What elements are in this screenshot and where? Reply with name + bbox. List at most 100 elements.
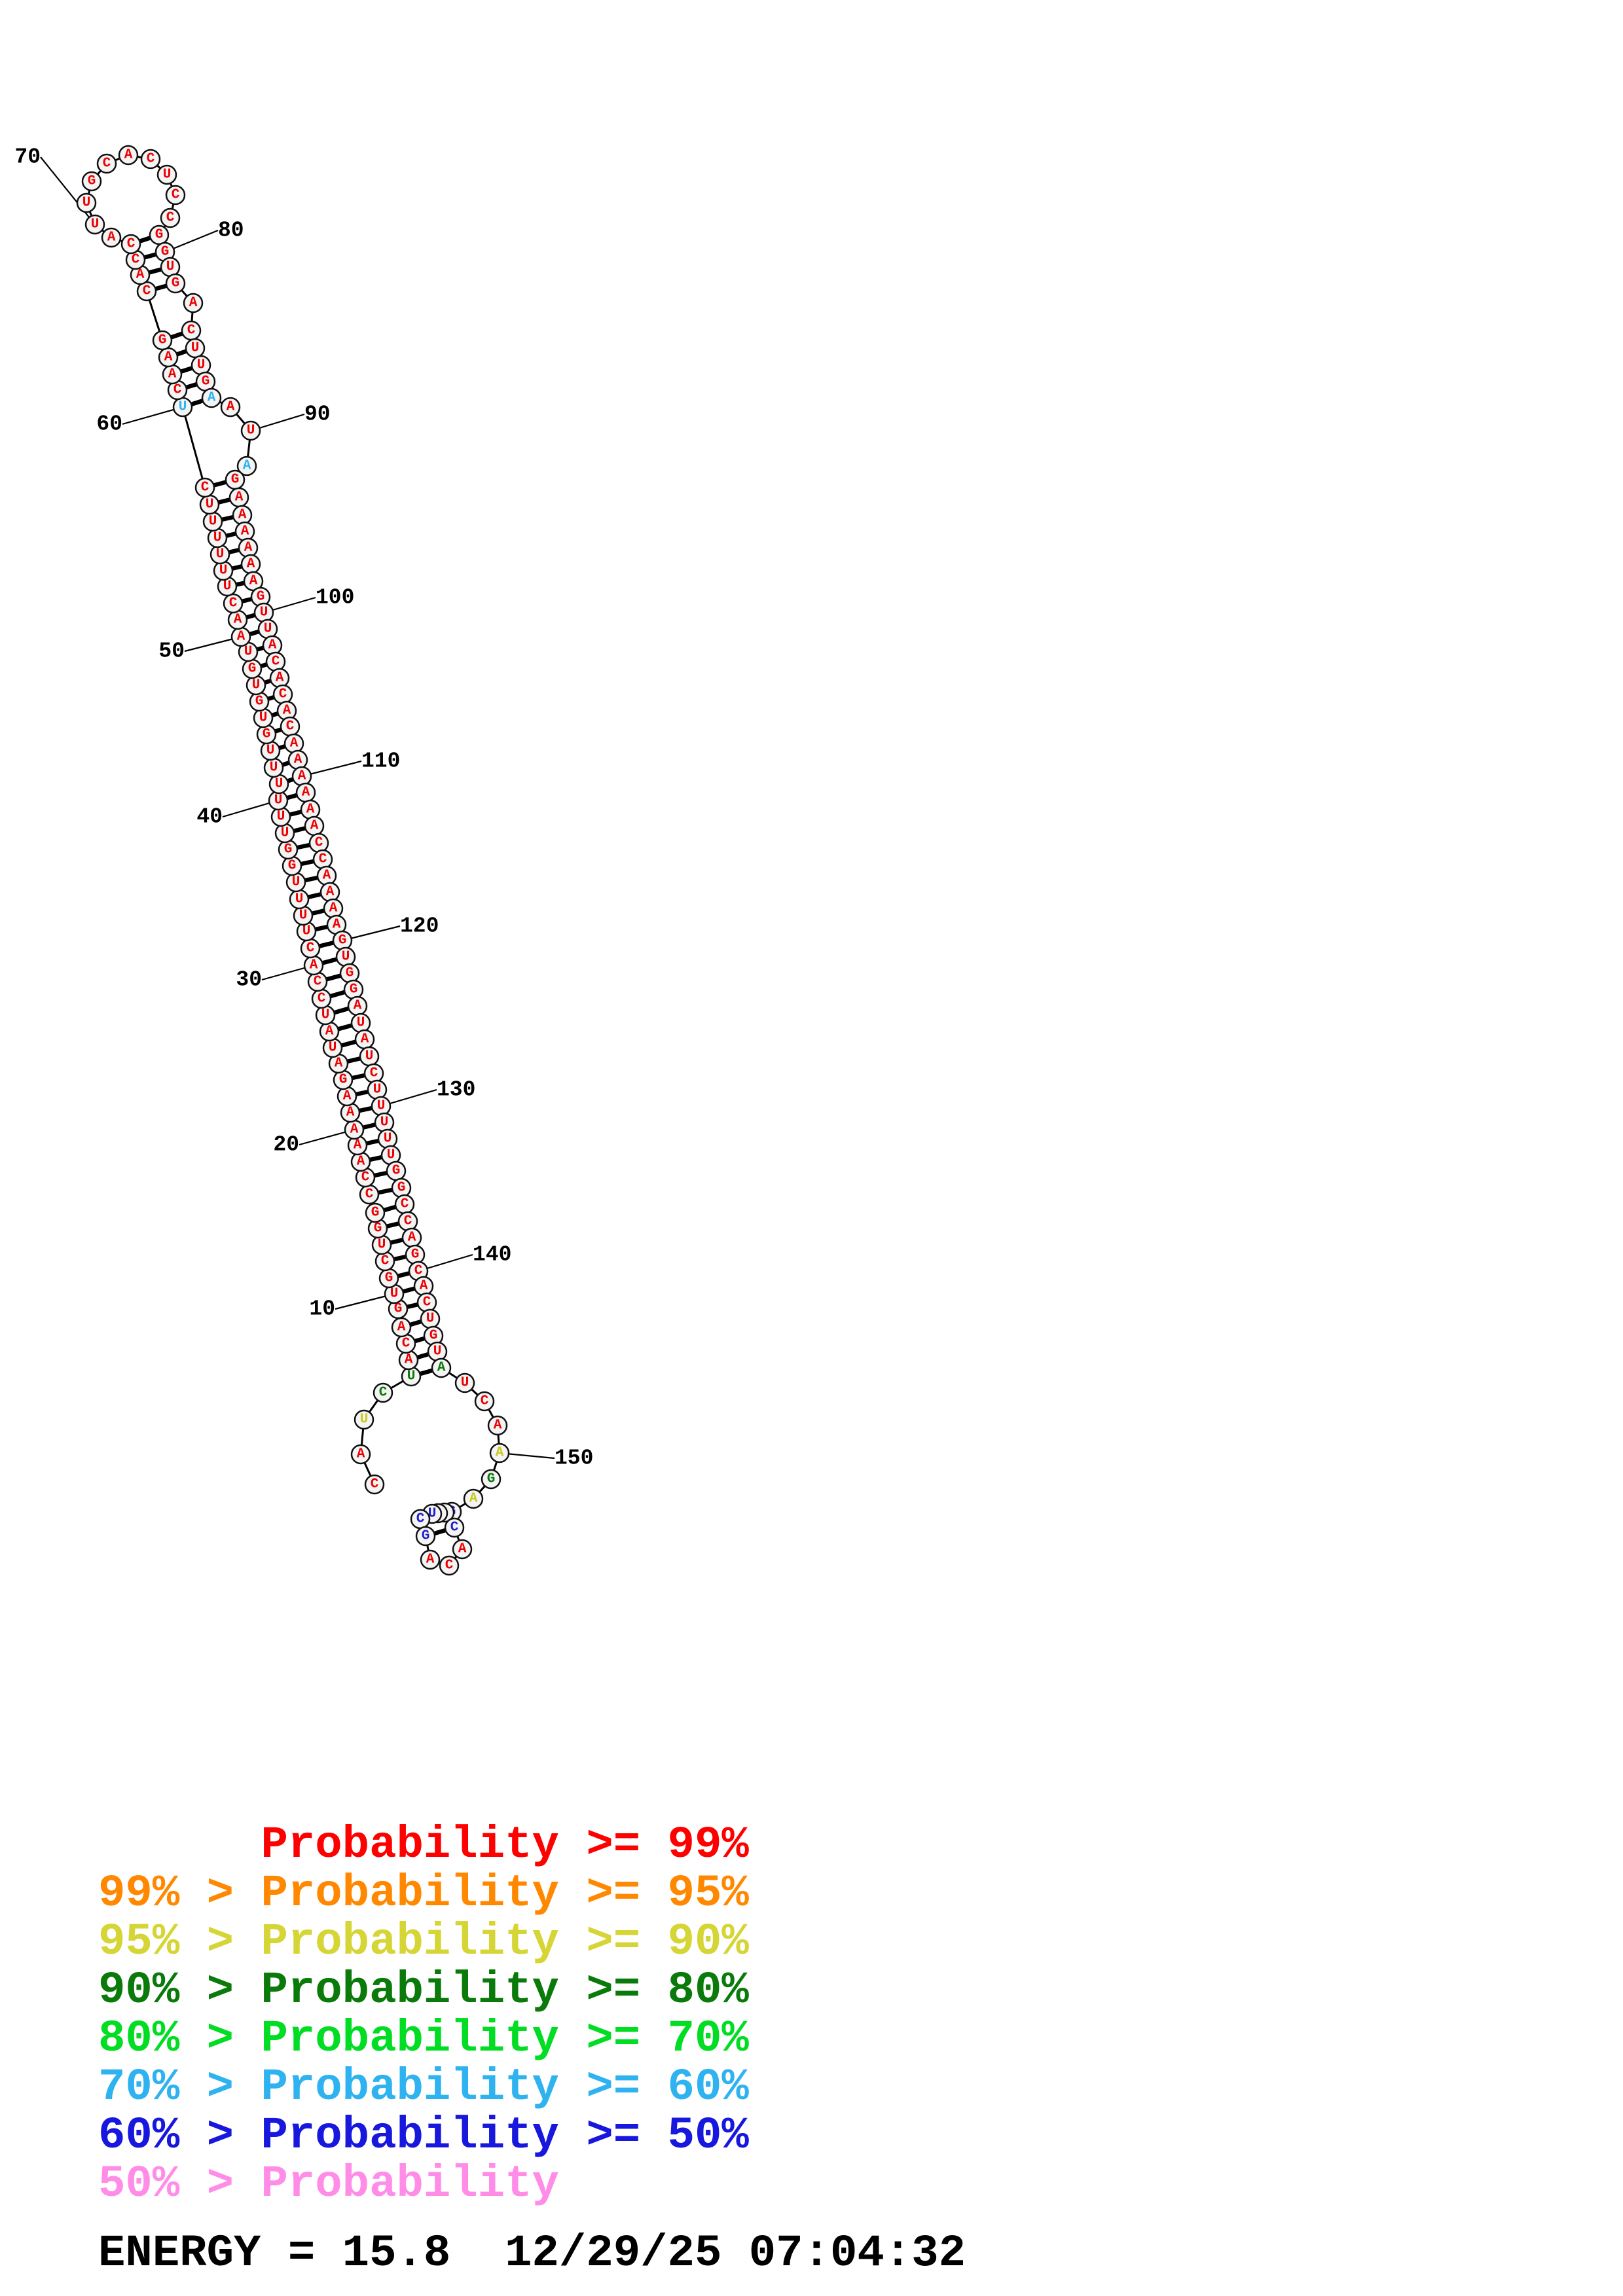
nucleotide-letter: A <box>237 630 246 645</box>
nucleotide-letter: G <box>202 374 210 389</box>
nucleotide-letter: U <box>321 1008 330 1023</box>
nucleotide-letter: U <box>270 761 278 776</box>
nucleotide-letter: C <box>103 156 111 171</box>
nucleotide-letter: A <box>408 1230 416 1246</box>
nucleotide-letter: A <box>357 1155 365 1170</box>
nucleotide-letter: U <box>219 564 228 579</box>
nucleotide-letter: U <box>179 400 187 415</box>
nucleotide-letter: A <box>354 1138 362 1153</box>
nucleotide-circle <box>118 145 139 166</box>
nucleotide-circle <box>165 185 186 206</box>
position-label: 40 <box>196 805 223 829</box>
nucleotide-letter: U <box>223 579 232 594</box>
nucleotide-letter: G <box>374 1221 382 1236</box>
nucleotide-circle <box>152 330 173 351</box>
nucleotide-letter: C <box>481 1394 489 1409</box>
nucleotide-letter: G <box>394 1302 403 1317</box>
nucleotide-letter: C <box>229 596 238 611</box>
nucleotide-circle <box>101 227 122 248</box>
nucleotide-letter: C <box>315 836 323 851</box>
nucleotide-circle <box>415 1526 436 1547</box>
nucleotide-letter: G <box>346 966 354 981</box>
nucleotide-letter: U <box>209 514 217 529</box>
nucleotide-letter: C <box>272 655 280 670</box>
nucleotide-letter: A <box>290 736 299 751</box>
nucleotide-letter: A <box>357 1447 365 1462</box>
legend-line-1: Probability >= 99% <box>98 1820 749 1871</box>
nucleotide-letter: C <box>306 941 315 956</box>
nucleotide-letter: U <box>299 908 308 924</box>
position-label: 50 <box>158 639 185 664</box>
legend-line-7: 60% > Probability >= 50% <box>98 2110 749 2161</box>
nucleotide-circle <box>156 164 177 185</box>
position-label: 140 <box>473 1243 511 1267</box>
position-label: 110 <box>361 749 400 774</box>
nucleotide-letter: A <box>335 1056 343 1071</box>
nucleotide-letter: C <box>381 1254 390 1269</box>
nucleotide-letter: A <box>164 350 173 365</box>
nucleotide-letter: A <box>238 508 247 523</box>
nucleotide-letter: A <box>346 1105 355 1121</box>
nucleotide-letter: A <box>350 1122 359 1138</box>
nucleotide-circle <box>84 214 105 235</box>
nucleotide-circle <box>140 149 161 170</box>
nucleotide-letter: A <box>426 1552 435 1568</box>
nucleotide-circle <box>240 420 261 441</box>
legend-line-6: 70% > Probability >= 60% <box>98 2062 749 2113</box>
nucleotide-letter: U <box>274 793 283 808</box>
nucleotide-letter: U <box>191 341 200 356</box>
nucleotide-letter: A <box>361 1032 369 1047</box>
nucleotide-letter: U <box>295 892 304 907</box>
nucleotide-letter: G <box>155 228 164 243</box>
nucleotide-letter: A <box>326 885 335 900</box>
nucleotide-letter: A <box>283 704 291 719</box>
nucleotide-letter: U <box>197 358 206 373</box>
nucleotide-circle <box>201 387 222 408</box>
nucleotide-letter: U <box>252 678 261 693</box>
nucleotide-letter: U <box>277 810 285 825</box>
nucleotide-letter: U <box>82 196 91 211</box>
nucleotide-circle <box>96 153 117 174</box>
legend-line-4: 90% > Probability >= 80% <box>98 1965 749 2016</box>
nucleotide-letter: U <box>377 1099 386 1114</box>
nucleotide-letter: G <box>288 859 297 874</box>
nucleotide-letter: G <box>284 842 293 857</box>
nucleotide-letter: U <box>357 1016 365 1031</box>
nucleotide-circle <box>350 1444 371 1465</box>
nucleotide-letter: U <box>216 547 225 562</box>
nucleotide-letter: A <box>494 1418 502 1433</box>
legend-line-3: 95% > Probability >= 90% <box>98 1916 749 1967</box>
nucleotide-letter: A <box>333 918 341 933</box>
nucleotide-letter: U <box>378 1238 386 1253</box>
nucleotide-letter: U <box>260 605 268 620</box>
nucleotide-letter: A <box>249 574 258 589</box>
nucleotide-letter: C <box>286 719 295 734</box>
nucleotide-letter: C <box>201 480 210 495</box>
nucleotide-letter: G <box>231 473 240 488</box>
nucleotide-letter: C <box>166 211 175 226</box>
nucleotide-letter: A <box>107 230 116 245</box>
nucleotide-letter: U <box>259 711 268 726</box>
nucleotide-letter: C <box>404 1214 412 1229</box>
nucleotide-letter: C <box>402 1336 410 1352</box>
nucleotide-letter: U <box>365 1049 374 1064</box>
nucleotide-circle <box>76 192 97 213</box>
nucleotide-circle <box>160 207 181 228</box>
nucleotide-letter: C <box>423 1295 431 1310</box>
label-leader-line <box>301 760 362 778</box>
nucleotide-letter: U <box>360 1412 369 1427</box>
nucleotide-letter: C <box>371 1477 379 1492</box>
nucleotide-letter: C <box>279 687 287 702</box>
nucleotide-letter: U <box>373 1083 382 1098</box>
nucleotide-letter: G <box>385 1271 393 1286</box>
nucleotide-circle <box>444 1517 465 1538</box>
position-label: 80 <box>218 219 244 243</box>
position-label: 70 <box>14 145 41 170</box>
nucleotide-letter: U <box>275 777 283 792</box>
nucleotide-letter: A <box>136 268 145 283</box>
nucleotide-letter: A <box>306 802 315 817</box>
nucleotide-circle <box>354 1409 374 1430</box>
nucleotide-letter: C <box>365 1187 374 1202</box>
nucleotide-letter: A <box>189 296 198 311</box>
